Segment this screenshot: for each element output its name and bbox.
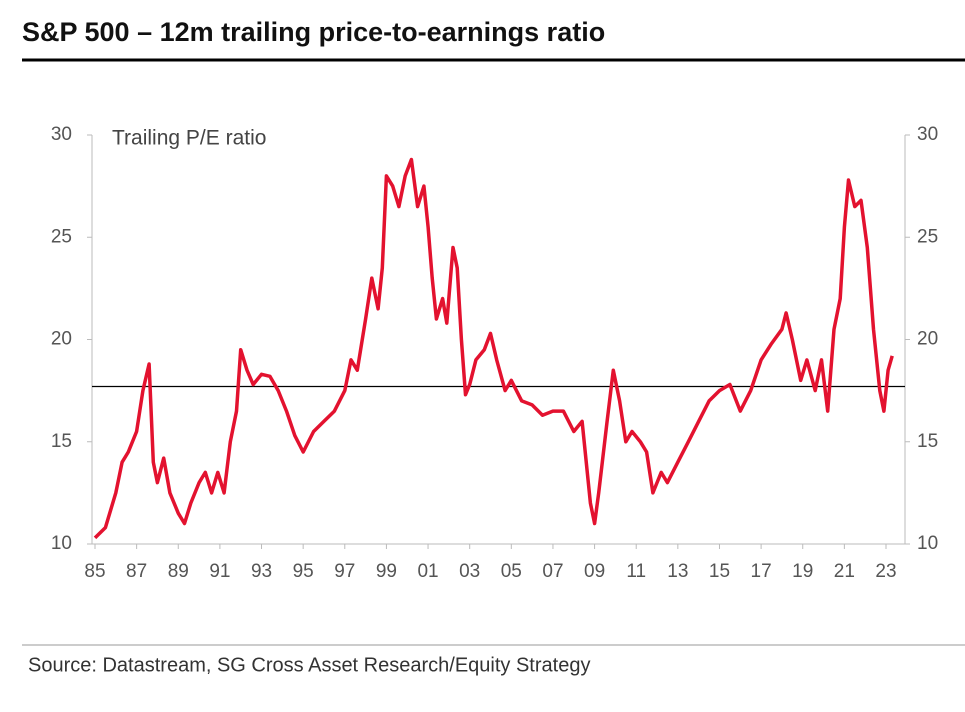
y2-tick-label: 30 (917, 124, 938, 145)
x-tick-label: 97 (334, 561, 355, 582)
y-tick-label: 30 (51, 124, 72, 145)
y2-tick-label: 25 (917, 226, 938, 247)
y-tick-label: 25 (51, 226, 72, 247)
y2-tick-label: 15 (917, 431, 938, 452)
chart-title: S&P 500 – 12m trailing price-to-earnings… (22, 17, 605, 47)
x-tick-label: 05 (501, 561, 522, 582)
data-line (93, 157, 894, 540)
x-tick-label: 93 (251, 561, 272, 582)
x-tick-label: 07 (542, 561, 563, 582)
y-tick-label: 10 (51, 533, 72, 554)
x-tick-label: 89 (168, 561, 189, 582)
source: Source: Datastream, SG Cross Asset Resea… (28, 654, 590, 676)
y-tick-label: 20 (51, 329, 72, 350)
x-tick-label: 21 (834, 561, 855, 582)
x-tick-label: 91 (209, 561, 230, 582)
y2-tick-label: 10 (917, 533, 938, 554)
x-tick-label: 87 (126, 561, 147, 582)
x-tick-label: 19 (792, 561, 813, 582)
x-tick-label: 85 (84, 561, 105, 582)
x-tick-label: 95 (293, 561, 314, 582)
y2-tick-label: 20 (917, 329, 938, 350)
x-tick-label: 17 (751, 561, 772, 582)
x-tick-label: 13 (667, 561, 688, 582)
x-tick-label: 11 (626, 561, 646, 582)
x-tick-label: 09 (584, 561, 605, 582)
y-tick-label: 15 (51, 431, 72, 452)
x-tick-label: 99 (376, 561, 397, 582)
x-tick-label: 01 (417, 561, 438, 582)
x-tick-label: 15 (709, 561, 730, 582)
x-tick-label: 03 (459, 561, 480, 582)
x-tick-label: 23 (875, 561, 896, 582)
annotation: Trailing P/E ratio (112, 127, 266, 150)
